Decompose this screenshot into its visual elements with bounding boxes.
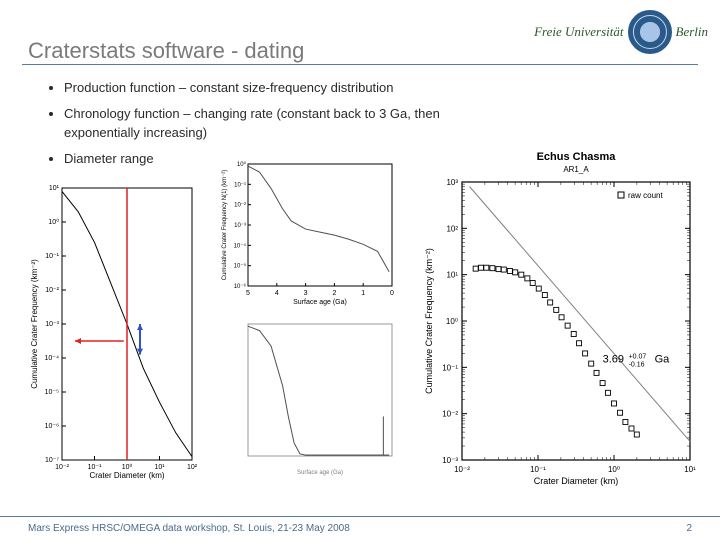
svg-text:0: 0 (390, 290, 394, 297)
footer: Mars Express HRSC/OMEGA data workshop, S… (0, 516, 720, 540)
svg-text:Ga: Ga (655, 354, 671, 366)
svg-text:10⁻³: 10⁻³ (45, 321, 59, 328)
svg-text:10⁻⁵: 10⁻⁵ (234, 263, 247, 270)
svg-text:10⁻⁴: 10⁻⁴ (234, 242, 247, 249)
svg-text:5: 5 (246, 290, 250, 297)
svg-text:10⁻⁵: 10⁻⁵ (45, 389, 59, 396)
svg-text:10⁰: 10⁰ (122, 463, 133, 471)
svg-text:raw count: raw count (628, 191, 663, 200)
svg-text:10⁻⁶: 10⁻⁶ (234, 283, 247, 290)
svg-text:10⁻⁴: 10⁻⁴ (45, 355, 60, 362)
svg-text:2: 2 (332, 290, 336, 297)
svg-text:10⁻²: 10⁻² (45, 287, 59, 294)
svg-text:10⁰: 10⁰ (48, 218, 59, 226)
bullet-item: Production function – constant size-freq… (64, 78, 448, 98)
header: Craterstats software - dating Freie Univ… (0, 8, 720, 68)
svg-text:10⁰: 10⁰ (446, 317, 458, 326)
logo-text-right: Berlin (676, 24, 709, 40)
svg-text:10⁻⁶: 10⁻⁶ (45, 423, 59, 430)
university-logo: Freie Universität Berlin (534, 10, 708, 54)
svg-text:10⁻¹: 10⁻¹ (530, 465, 546, 474)
svg-text:10⁻¹: 10⁻¹ (442, 363, 458, 372)
header-rule (22, 64, 698, 65)
svg-text:10¹: 10¹ (154, 464, 165, 471)
svg-text:10⁻²: 10⁻² (454, 465, 470, 474)
svg-text:10³: 10³ (446, 178, 458, 187)
svg-text:4: 4 (275, 290, 279, 297)
svg-text:Cumulative Crater Frequency (k: Cumulative Crater Frequency (km⁻²) (30, 259, 39, 389)
svg-text:10⁻³: 10⁻³ (442, 456, 458, 465)
svg-text:3.69: 3.69 (603, 354, 624, 366)
svg-text:Crater Diameter (km): Crater Diameter (km) (89, 471, 164, 480)
chart-echus-chasma: Echus ChasmaAR1_A10⁻²10⁻¹10⁰10¹10⁻³10⁻²1… (420, 148, 700, 488)
svg-text:10⁻¹: 10⁻¹ (45, 253, 59, 260)
svg-text:10⁻³: 10⁻³ (234, 223, 246, 229)
svg-text:Cumulative Crater Frequency (k: Cumulative Crater Frequency (km⁻²) (424, 248, 434, 394)
svg-text:10⁰: 10⁰ (237, 161, 247, 168)
logo-text-left: Freie Universität (534, 24, 623, 40)
svg-text:10¹: 10¹ (684, 465, 696, 474)
svg-text:10⁻²: 10⁻² (234, 203, 246, 209)
seal-icon (628, 10, 672, 54)
chart-chronology-top: 5 4 3 2 1 0 10⁻⁶ 10⁻⁵ 10⁻⁴ 10⁻³ 10⁻² 10⁻¹ 10⁰ Surface… (218, 158, 398, 308)
svg-text:Surface age (Ga): Surface age (Ga) (293, 299, 347, 306)
svg-text:10²: 10² (446, 224, 458, 233)
footer-text: Mars Express HRSC/OMEGA data workshop, S… (28, 523, 350, 534)
svg-text:10⁻⁷: 10⁻⁷ (45, 457, 59, 464)
svg-text:10¹: 10¹ (446, 271, 458, 280)
svg-text:10²: 10² (187, 464, 198, 471)
svg-text:10¹: 10¹ (49, 185, 60, 192)
bullet-item: Chronology function – changing rate (con… (64, 104, 448, 143)
svg-text:Cumulative Crater Frequency N(: Cumulative Crater Frequency N(1) (km⁻²) (222, 170, 228, 281)
svg-text:Surface age (Ga): Surface age (Ga) (297, 470, 343, 476)
page-title: Craterstats software - dating (28, 38, 304, 64)
page-number: 2 (686, 523, 692, 534)
svg-text:3: 3 (304, 290, 308, 297)
svg-text:10⁻²: 10⁻² (442, 410, 458, 419)
svg-text:10⁰: 10⁰ (608, 465, 620, 474)
svg-text:-0.16: -0.16 (629, 362, 645, 369)
chart-crater-diameter-left: 10⁻² 10⁻¹ 10⁰ 10¹ 10² 10⁻⁷ 10⁻⁶ 10⁻⁵ 10⁻⁴ 10⁻³ 10⁻… (28, 182, 198, 482)
svg-text:10⁻²: 10⁻² (55, 464, 69, 471)
svg-text:AR1_A: AR1_A (563, 165, 589, 174)
svg-text:10⁻¹: 10⁻¹ (88, 464, 102, 471)
svg-text:10⁻¹: 10⁻¹ (234, 182, 246, 188)
svg-text:Crater Diameter (km): Crater Diameter (km) (534, 476, 619, 486)
svg-text:1: 1 (361, 290, 365, 297)
chart-chronology-bottom: Surface age (Ga) (218, 318, 398, 478)
svg-text:+0.07: +0.07 (629, 354, 647, 361)
svg-text:Echus Chasma: Echus Chasma (537, 151, 617, 163)
